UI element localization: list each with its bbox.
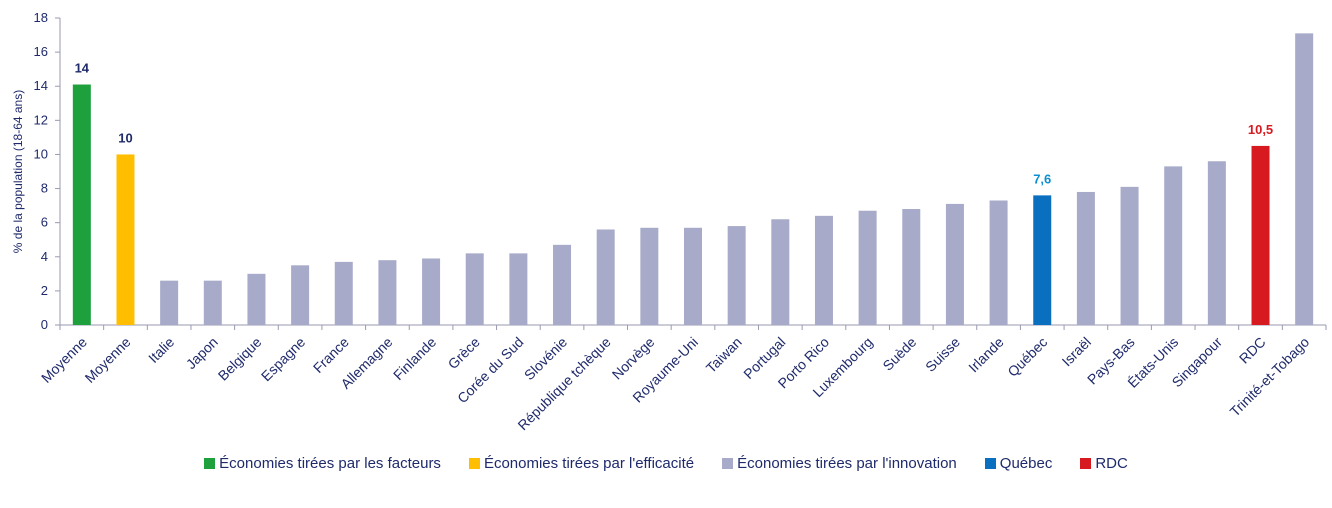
bar bbox=[247, 273, 266, 325]
legend-label: Économies tirées par l'innovation bbox=[737, 455, 957, 472]
legend-item: Économies tirées par l'innovation bbox=[722, 455, 957, 472]
x-tick-label: Espagne bbox=[258, 334, 309, 385]
bar bbox=[640, 227, 659, 325]
bar bbox=[989, 200, 1008, 325]
x-tick-label: Suisse bbox=[922, 334, 963, 375]
y-tick-label: 18 bbox=[34, 10, 48, 25]
y-axis-label: % de la population (18-64 ans) bbox=[11, 90, 25, 253]
x-tick-label: Grèce bbox=[445, 334, 483, 372]
x-tick-label: France bbox=[310, 334, 352, 376]
bar bbox=[945, 203, 964, 325]
bar bbox=[1164, 166, 1183, 325]
x-tick-label: Irlande bbox=[965, 334, 1007, 376]
x-tick-label: Italie bbox=[145, 334, 177, 366]
legend-item: RDC bbox=[1080, 455, 1128, 472]
bar bbox=[378, 260, 397, 325]
legend-label: Économies tirées par l'efficacité bbox=[483, 455, 695, 472]
bar bbox=[334, 261, 353, 325]
bar bbox=[72, 84, 91, 326]
bar bbox=[203, 280, 222, 325]
x-tick-label: Israël bbox=[1058, 334, 1094, 370]
legend-item: Économies tirées par les facteurs bbox=[204, 455, 441, 472]
bar bbox=[1207, 161, 1226, 325]
bar bbox=[858, 210, 877, 325]
x-tick-label: Québec bbox=[1004, 334, 1050, 380]
x-tick-label: Japon bbox=[183, 334, 221, 372]
legend-item: Économies tirées par l'efficacité bbox=[468, 455, 695, 472]
bar bbox=[902, 209, 921, 325]
bar bbox=[1076, 191, 1095, 325]
bar bbox=[1295, 33, 1314, 325]
bar bbox=[1120, 186, 1139, 325]
legend-swatch bbox=[1080, 458, 1092, 469]
x-tick-label: RDC bbox=[1236, 334, 1269, 367]
legend: Économies tirées par les facteurs Économi… bbox=[0, 455, 1332, 472]
y-tick-label: 10 bbox=[34, 146, 48, 161]
y-tick-label: 16 bbox=[34, 44, 48, 59]
x-tick-label: Trinité-et-Tobago bbox=[1227, 334, 1313, 420]
bar-chart: 0 2 4 6 8 10 12 14 16 18 % de la population (18-64… bbox=[11, 10, 1327, 433]
y-tick-label: 12 bbox=[34, 112, 48, 127]
x-tick-label: Belgique bbox=[215, 334, 265, 384]
y-tick-label: 0 bbox=[41, 317, 48, 332]
legend-label: Québec bbox=[999, 455, 1053, 472]
bar bbox=[727, 226, 746, 325]
bar bbox=[1251, 145, 1270, 325]
x-tick-label: Moyenne bbox=[82, 334, 134, 386]
bar bbox=[509, 253, 528, 325]
legend-label: RDC bbox=[1095, 455, 1128, 472]
bar bbox=[596, 229, 615, 325]
data-label: 10 bbox=[118, 130, 132, 145]
x-tick-label: Finlande bbox=[390, 334, 439, 383]
legend-label: Économies tirées par les facteurs bbox=[219, 455, 441, 472]
y-tick-label: 8 bbox=[41, 181, 48, 196]
bar bbox=[814, 215, 833, 325]
bar bbox=[116, 154, 135, 325]
data-label: 10,5 bbox=[1248, 122, 1273, 137]
legend-swatch bbox=[722, 458, 734, 469]
y-tick-label: 6 bbox=[41, 215, 48, 230]
y-tick-label: 4 bbox=[41, 249, 48, 264]
bar bbox=[160, 280, 179, 325]
bar bbox=[1033, 195, 1052, 325]
x-tick-label: Moyenne bbox=[38, 334, 90, 386]
bar bbox=[771, 219, 790, 325]
data-label: 14 bbox=[75, 61, 90, 76]
bar bbox=[553, 244, 572, 325]
y-tick-label: 14 bbox=[34, 78, 48, 93]
x-tick-label: Taiwan bbox=[703, 334, 745, 376]
data-label: 7,6 bbox=[1033, 171, 1051, 186]
bar bbox=[684, 227, 702, 325]
bar bbox=[465, 253, 484, 325]
x-tick-label: Suède bbox=[879, 334, 919, 374]
legend-swatch bbox=[468, 458, 480, 469]
legend-swatch bbox=[984, 458, 996, 469]
bar bbox=[422, 258, 441, 325]
legend-item: Québec bbox=[984, 455, 1053, 472]
legend-swatch bbox=[204, 458, 216, 469]
bar bbox=[291, 265, 310, 325]
y-tick-label: 2 bbox=[41, 283, 48, 298]
